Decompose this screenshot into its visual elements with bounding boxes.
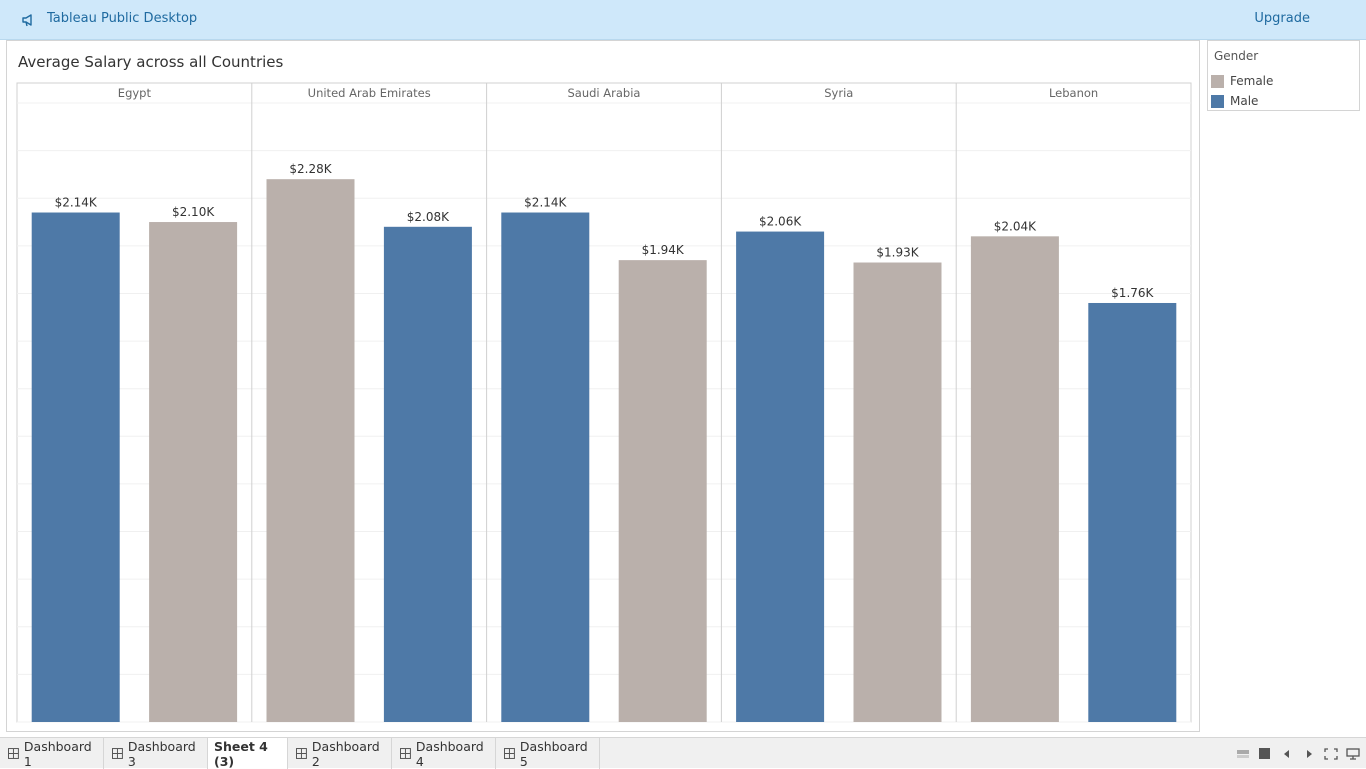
bar-value-label: $2.04K <box>994 219 1037 233</box>
sheet-title: Average Salary across all Countries <box>18 53 284 71</box>
worksheet: Average Salary across all Countries Egyp… <box>6 40 1200 732</box>
tab-dashboard-1[interactable]: Dashboard 1 <box>0 738 104 769</box>
bar-value-label: $2.10K <box>172 205 215 219</box>
tab-label: Dashboard 3 <box>127 738 196 769</box>
prev-icon[interactable] <box>1280 748 1294 760</box>
tab-dashboard-2[interactable]: Dashboard 2 <box>288 738 392 769</box>
legend-item-female[interactable]: Female <box>1211 72 1356 90</box>
panel-header: Lebanon <box>1049 86 1098 100</box>
sheet-tab-bar: Dashboard 1 Dashboard 3 Sheet 4 (3) Dash… <box>0 737 1366 769</box>
dashboard-icon <box>296 748 307 759</box>
bar <box>853 262 942 722</box>
panel-header: Syria <box>824 86 853 100</box>
legend-label: Female <box>1230 74 1274 88</box>
filmstrip-icon[interactable] <box>1236 748 1250 760</box>
bar-value-label: $2.14K <box>55 196 98 210</box>
bar <box>149 222 238 723</box>
panel-header: Egypt <box>118 86 152 100</box>
stop-icon[interactable] <box>1258 748 1272 760</box>
presentation-icon[interactable] <box>1346 748 1360 760</box>
bar <box>970 236 1059 723</box>
bar-value-label: $2.28K <box>289 162 332 176</box>
app-title: Tableau Public Desktop <box>47 11 198 26</box>
tab-dashboard-3[interactable]: Dashboard 3 <box>104 738 208 769</box>
bar <box>501 212 590 722</box>
legend-swatch-male <box>1211 94 1224 108</box>
tab-label: Sheet 4 (3) <box>214 738 268 769</box>
panel-header: United Arab Emirates <box>308 86 431 100</box>
dashboard-icon <box>400 748 411 759</box>
bar-value-label: $1.76K <box>1111 286 1154 300</box>
legend-title: Gender <box>1214 49 1259 63</box>
tab-label: Dashboard 5 <box>519 738 588 769</box>
tab-label: Dashboard 2 <box>311 738 380 769</box>
fullscreen-icon[interactable] <box>1324 748 1338 760</box>
gender-legend[interactable]: Gender Female Male <box>1207 40 1360 111</box>
bar <box>31 212 120 722</box>
bar-value-label: $2.14K <box>524 196 567 210</box>
legend-item-male[interactable]: Male <box>1211 92 1356 110</box>
bar <box>736 231 825 723</box>
legend-label: Male <box>1230 94 1259 108</box>
bar <box>618 260 707 722</box>
bar-value-label: $2.06K <box>759 215 802 229</box>
bar <box>383 226 472 723</box>
tab-label: Dashboard 1 <box>23 738 92 769</box>
dashboard-icon <box>112 748 123 759</box>
bar-chart: Egypt $2.14K $2.10K United Arab Emirates $2.… <box>16 82 1192 723</box>
tab-dashboard-5[interactable]: Dashboard 5 <box>496 738 600 769</box>
bar <box>1088 302 1177 722</box>
next-icon[interactable] <box>1302 748 1316 760</box>
dashboard-icon <box>504 748 515 759</box>
panel-header: Saudi Arabia <box>568 86 641 100</box>
megaphone-icon <box>22 14 32 27</box>
bar <box>266 179 355 722</box>
legend-swatch-female <box>1211 74 1224 88</box>
bar-value-label: $1.93K <box>876 246 919 260</box>
upgrade-link[interactable]: Upgrade <box>1254 11 1310 26</box>
tab-label: Dashboard 4 <box>415 738 484 769</box>
tab-dashboard-4[interactable]: Dashboard 4 <box>392 738 496 769</box>
workspace: Average Salary across all Countries Egyp… <box>0 40 1366 737</box>
bar-value-label: $1.94K <box>642 243 685 257</box>
dashboard-icon <box>8 748 19 759</box>
bar-value-label: $2.08K <box>407 210 450 224</box>
tab-sheet-4-3[interactable]: Sheet 4 (3) <box>208 738 288 769</box>
top-banner: Tableau Public Desktop Upgrade <box>0 0 1366 40</box>
